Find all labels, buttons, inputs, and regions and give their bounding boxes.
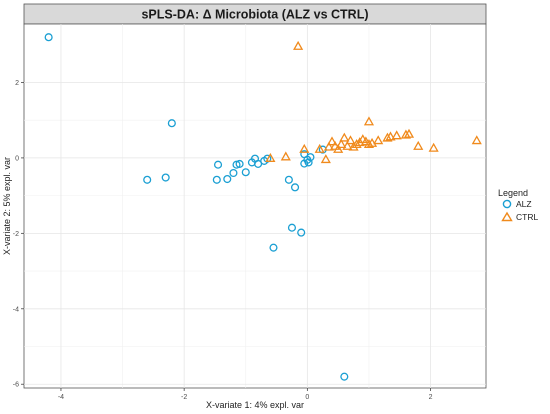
x-tick-label: 2 — [429, 394, 433, 401]
ctrl-data-point — [342, 140, 353, 150]
ctrl-data-point — [326, 136, 338, 146]
ctrl-data-point — [348, 141, 359, 151]
ctrl-data-point — [336, 138, 347, 148]
data-points — [44, 33, 482, 381]
alz-data-point — [297, 228, 306, 237]
alz-data-point — [306, 153, 315, 162]
alz-data-point — [143, 175, 152, 184]
chart-title: sPLS-DA: Δ Microbiota (ALZ vs CTRL) — [141, 8, 368, 22]
alz-data-point — [44, 33, 53, 42]
alz-data-point — [340, 372, 349, 381]
alz-data-point — [229, 168, 238, 178]
ctrl-data-point — [333, 143, 344, 153]
ctrl-data-point — [391, 130, 402, 140]
y-axis-label: X-variate 2: 5% expl. var — [2, 157, 12, 255]
ctrl-data-point — [373, 135, 384, 145]
alz-data-point — [232, 160, 241, 169]
ctrl-data-point — [299, 143, 310, 153]
y-tick-label: -4 — [13, 306, 19, 313]
ctrl-data-point — [363, 138, 375, 148]
y-tick-label: -6 — [13, 382, 19, 389]
legend: Legend ALZ CTRL — [498, 188, 538, 222]
ctrl-data-point — [323, 141, 334, 151]
ctrl-data-point — [314, 143, 325, 153]
axis-ticks: -4 -2 0 2 2 0 -2 -4 -6 — [13, 80, 433, 401]
ctrl-data-point — [403, 128, 415, 138]
ctrl-data-point — [351, 138, 362, 148]
alz-data-point — [304, 158, 313, 167]
alz-data-point — [161, 173, 170, 182]
ctrl-data-point — [382, 132, 393, 142]
ctrl-data-point — [265, 152, 276, 162]
legend-alz-marker — [502, 199, 512, 209]
alz-data-point — [254, 159, 263, 168]
ctrl-data-point — [339, 132, 350, 142]
ctrl-data-point — [280, 151, 291, 161]
y-tick-label: -2 — [13, 231, 19, 238]
ctrl-data-point — [320, 154, 331, 164]
plot-panel — [23, 23, 487, 389]
alz-data-point — [213, 160, 223, 169]
ctrl-data-point — [400, 129, 411, 139]
ctrl-data-point — [293, 40, 304, 50]
alz-data-point — [290, 183, 300, 192]
legend-ctrl-label: CTRL — [516, 212, 538, 222]
x-tick-label: -4 — [58, 394, 64, 401]
alz-data-point — [241, 168, 250, 177]
ctrl-data-point — [413, 140, 424, 150]
legend-alz-label: ALZ — [516, 199, 532, 209]
legend-title: Legend — [498, 188, 528, 198]
x-tick-label: 0 — [305, 394, 309, 401]
ctrl-data-point — [345, 135, 356, 145]
x-axis-label: X-variate 1: 4% expl. var — [206, 400, 304, 410]
alz-data-point — [263, 154, 272, 163]
ctrl-data-point — [330, 140, 341, 150]
ctrl-data-point — [471, 135, 482, 145]
alz-data-point — [167, 119, 176, 128]
ctrl-data-point — [428, 142, 439, 152]
ctrl-data-point — [385, 131, 396, 141]
grid-lines — [24, 24, 486, 388]
y-tick-label: 0 — [15, 155, 19, 162]
alz-data-point — [212, 175, 221, 184]
y-tick-label: 2 — [15, 80, 19, 87]
alz-data-point — [300, 159, 309, 168]
legend-ctrl-marker — [501, 211, 513, 222]
alz-data-point — [235, 159, 244, 168]
x-tick-label: -2 — [181, 394, 187, 401]
alz-data-point — [284, 175, 293, 184]
alz-data-point — [269, 243, 278, 252]
alz-data-point — [287, 223, 297, 232]
alz-data-point — [223, 174, 232, 184]
ctrl-data-point — [363, 116, 375, 126]
